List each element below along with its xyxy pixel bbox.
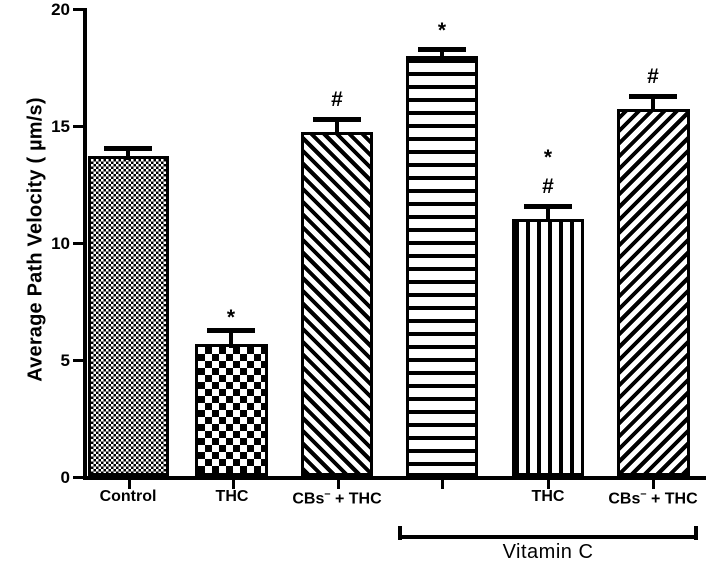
x-axis-line — [83, 476, 706, 480]
significance-mark-hash-vitc-thc: # — [542, 175, 554, 198]
x-tick-mark-5 — [547, 479, 550, 489]
significance-mark-vitc-cbs-thc: # — [647, 65, 659, 88]
x-tick-mark-2 — [232, 479, 235, 489]
significance-mark-thc: * — [226, 306, 236, 329]
bar-vitc-cbs-thc[interactable] — [617, 109, 690, 476]
y-tick-mark-0 — [73, 476, 84, 479]
error-bar-stem-vitc-cbs-thc — [651, 97, 655, 111]
x-label-cbs-thc-base: CBs — [292, 490, 325, 508]
x-label-vitc-cbs-thc-base: CBs — [608, 490, 641, 508]
error-bar-cap-vitc-thc — [524, 204, 572, 209]
significance-mark-star-vitc-thc: * — [543, 146, 553, 169]
x-label-cbs-thc-superscript: – — [324, 488, 331, 500]
y-tick-label-15: 15 — [51, 117, 70, 136]
x-label-vitc-cbs-thc: CBs– + THC — [588, 488, 706, 508]
x-tick-mark-4 — [441, 479, 444, 489]
y-tick-mark-10 — [73, 242, 84, 245]
group-bracket-line — [398, 535, 698, 539]
error-bar-cap-vitc-cbs-thc — [629, 94, 677, 99]
y-tick-label-20: 20 — [51, 0, 70, 19]
bar-vitc-control[interactable] — [406, 56, 478, 476]
group-label-vitamin-c: Vitamin C — [502, 541, 594, 563]
x-label-thc: THC — [215, 488, 249, 505]
x-tick-mark-6 — [652, 479, 655, 489]
significance-mark-cbs-thc: # — [331, 88, 343, 111]
y-tick-mark-20 — [73, 8, 84, 11]
x-label-vitc-thc: THC — [531, 488, 565, 505]
x-label-vitc-cbs-thc-superscript: – — [640, 488, 647, 500]
error-bar-stem-cbs-thc — [335, 120, 339, 134]
bar-thc[interactable] — [195, 344, 268, 476]
y-tick-label-0: 0 — [60, 468, 70, 487]
y-tick-mark-15 — [73, 125, 84, 128]
error-bar-stem-vitc-control — [440, 49, 444, 59]
group-bracket-tick-right — [694, 526, 698, 540]
x-label-cbs-thc: CBs– + THC — [272, 488, 402, 508]
y-tick-label-5: 5 — [60, 351, 70, 370]
bar-control[interactable] — [88, 156, 169, 476]
error-bar-cap-vitc-control — [418, 47, 466, 52]
x-label-control: Control — [99, 488, 157, 505]
group-bracket-tick-left — [398, 526, 402, 540]
error-bar-cap-thc — [207, 328, 255, 333]
bar-vitc-thc[interactable] — [512, 219, 584, 476]
error-bar-stem-thc — [229, 330, 233, 348]
x-tick-mark-1 — [128, 479, 131, 489]
y-tick-label-10: 10 — [51, 234, 70, 253]
error-bar-stem-control — [126, 148, 130, 160]
x-tick-mark-3 — [337, 479, 340, 489]
error-bar-cap-cbs-thc — [313, 117, 361, 122]
bar-cbs-thc[interactable] — [301, 132, 373, 476]
x-label-cbs-thc-tail: + THC — [334, 490, 382, 508]
x-label-vitc-cbs-thc-tail: + THC — [650, 490, 698, 508]
error-bar-stem-vitc-thc — [546, 207, 550, 221]
y-axis-line — [83, 8, 87, 480]
error-bar-cap-control — [104, 146, 152, 151]
significance-mark-vitc-control: * — [437, 19, 447, 42]
y-tick-mark-5 — [73, 359, 84, 362]
